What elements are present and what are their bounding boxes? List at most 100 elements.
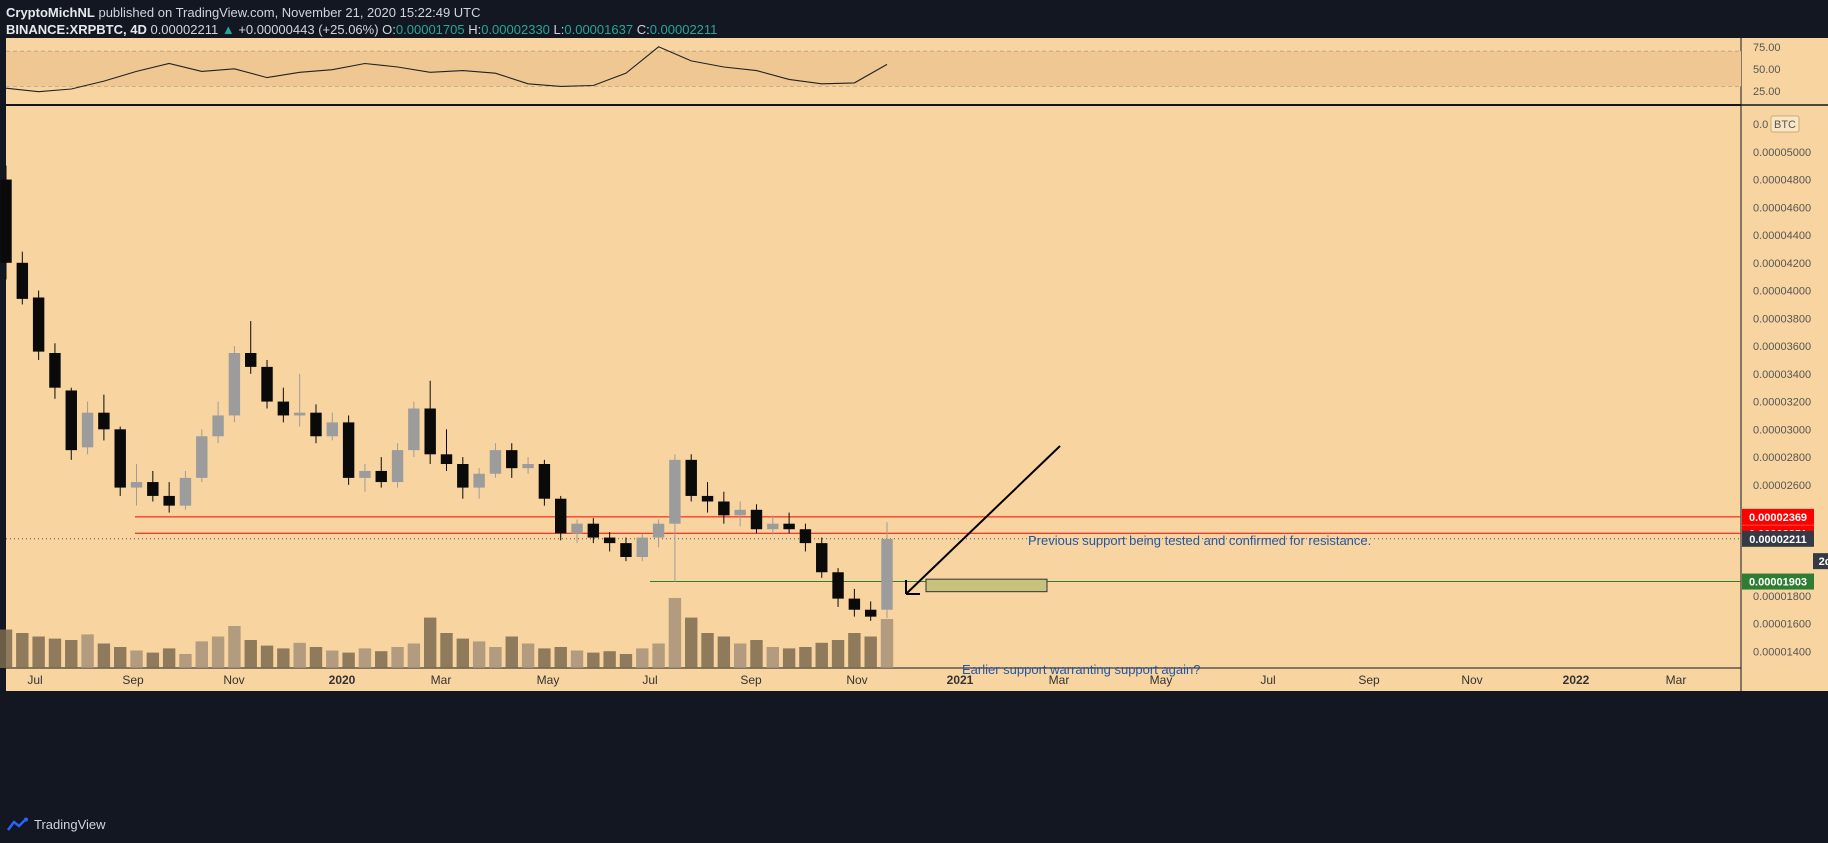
volume-bar xyxy=(114,647,127,668)
candle-body xyxy=(98,412,110,430)
price-tick-label-partial: 0.0 xyxy=(1753,119,1768,131)
volume-bar xyxy=(342,652,355,668)
volume-bar xyxy=(260,645,274,668)
candle-body xyxy=(832,572,844,599)
volume-bar xyxy=(65,640,78,668)
volume-bar xyxy=(244,640,257,668)
price-unit-badge-bg[interactable] xyxy=(1770,115,1800,133)
candle-body xyxy=(538,464,551,499)
price-axis-label-text: 0.00002211 xyxy=(1749,534,1807,546)
volume-bar xyxy=(195,641,208,668)
price-axis-label[interactable]: 2d 9h xyxy=(1813,553,1828,570)
candle-body xyxy=(49,353,61,388)
candle-body xyxy=(179,477,192,506)
change-value: +0.00000443 (+25.06%) xyxy=(238,22,379,37)
volume-bar xyxy=(864,636,877,668)
price-axis-label[interactable]: 0.00002369 xyxy=(1742,508,1814,525)
volume-bar xyxy=(668,598,682,668)
candle-body xyxy=(326,422,339,437)
candle-body xyxy=(163,495,175,506)
author-name[interactable]: CryptoMichNL xyxy=(6,5,95,20)
time-tick-label: Nov xyxy=(1461,673,1482,687)
candle-body xyxy=(65,390,77,451)
low-value: 0.00001637 xyxy=(564,22,634,37)
price-axis-label[interactable]: 0.00001903 xyxy=(1742,573,1814,590)
volume-bar xyxy=(48,638,62,668)
candle-body xyxy=(310,412,322,437)
candle-body xyxy=(750,509,763,530)
last-price: 0.00002211 xyxy=(150,22,219,37)
rsi-tick-label: 75.00 xyxy=(1753,42,1781,54)
price-axis-label-bg xyxy=(1742,530,1814,547)
annotation-arrowhead xyxy=(905,580,920,595)
price-axis-label-bg xyxy=(1742,573,1814,590)
open-value: 0.00001705 xyxy=(395,22,465,37)
candle-body xyxy=(506,450,518,469)
time-tick-label: Jul xyxy=(642,673,657,687)
annotation-arrow[interactable] xyxy=(905,445,1061,595)
volume-bar xyxy=(636,648,649,668)
volume-bar xyxy=(538,648,551,668)
annotation-resistance-text: Previous support being tested and confir… xyxy=(1028,533,1371,548)
volume-bar xyxy=(587,652,600,668)
close-value: 0.00002211 xyxy=(649,22,718,37)
candle-body xyxy=(587,523,600,538)
volume-bar xyxy=(831,640,845,668)
published-text: published on TradingView.com, November 2… xyxy=(98,5,481,20)
volume-bar xyxy=(782,648,796,668)
price-tick-label: 0.00005000 xyxy=(1753,147,1811,159)
open-label: O: xyxy=(382,22,396,37)
volume-bar xyxy=(799,647,812,668)
candle-body xyxy=(32,297,45,352)
volume-bar xyxy=(407,643,421,668)
time-tick-label: Sep xyxy=(740,673,762,687)
price-tick-label: 0.00003600 xyxy=(1753,341,1811,353)
price-tick-label: 0.00003400 xyxy=(1753,369,1811,381)
candle-body xyxy=(147,482,159,496)
volume-bar xyxy=(766,647,779,668)
volume-bar xyxy=(97,643,111,668)
price-tick-label: 0.00004000 xyxy=(1753,286,1811,298)
volume-bar xyxy=(293,642,306,668)
annotation-support-text: Earlier support warranting support again… xyxy=(962,662,1200,677)
price-pane-bg[interactable] xyxy=(6,106,1741,668)
candle-body xyxy=(522,464,534,469)
price-unit-badge[interactable]: BTC xyxy=(1770,115,1800,133)
chart-canvas[interactable]: 75.00 50.00 25.00 0.00005000 0.00004800 0.000… xyxy=(0,38,1828,808)
volume-bar xyxy=(162,648,176,668)
price-axis-label-bg xyxy=(1813,553,1828,570)
volume-bar xyxy=(16,633,29,668)
tradingview-brand[interactable]: TradingView xyxy=(34,817,106,832)
price-axis-label-bg xyxy=(1742,508,1814,525)
symbol-label: BINANCE:XRPBTC, 4D xyxy=(6,22,147,37)
time-tick-label: 2021 xyxy=(947,673,974,687)
time-tick-label: Nov xyxy=(223,673,244,687)
candle-body xyxy=(375,470,387,483)
candle-body xyxy=(881,538,893,610)
volume-bar xyxy=(440,633,453,668)
time-tick-label: Mar xyxy=(1049,673,1070,687)
tradingview-logo-icon[interactable] xyxy=(6,817,30,833)
candle-body xyxy=(669,459,681,524)
price-tick-label: 0.00004200 xyxy=(1753,258,1811,270)
candle-body xyxy=(620,543,632,557)
close-label: C: xyxy=(636,22,650,37)
candle-body xyxy=(408,408,420,451)
candle-body xyxy=(457,464,469,488)
candle-body xyxy=(571,523,583,534)
time-tick-label: 2022 xyxy=(1563,673,1590,687)
price-axis-label[interactable]: 0.00002211 xyxy=(1742,530,1814,547)
volume-bar xyxy=(375,651,388,668)
volume-bar xyxy=(505,636,518,668)
rsi-line xyxy=(5,46,888,93)
candle-body xyxy=(799,529,812,544)
candle-body xyxy=(261,366,273,402)
volume-bar xyxy=(619,654,633,668)
volume-bar xyxy=(472,641,486,668)
price-tick-label: 0.00003200 xyxy=(1753,397,1811,409)
footer-bar: TradingView xyxy=(0,808,1828,843)
time-tick-label: Nov xyxy=(846,673,867,687)
up-arrow-icon: ▲ xyxy=(221,22,235,37)
candle-body xyxy=(554,498,567,534)
support-box[interactable] xyxy=(925,578,1048,593)
